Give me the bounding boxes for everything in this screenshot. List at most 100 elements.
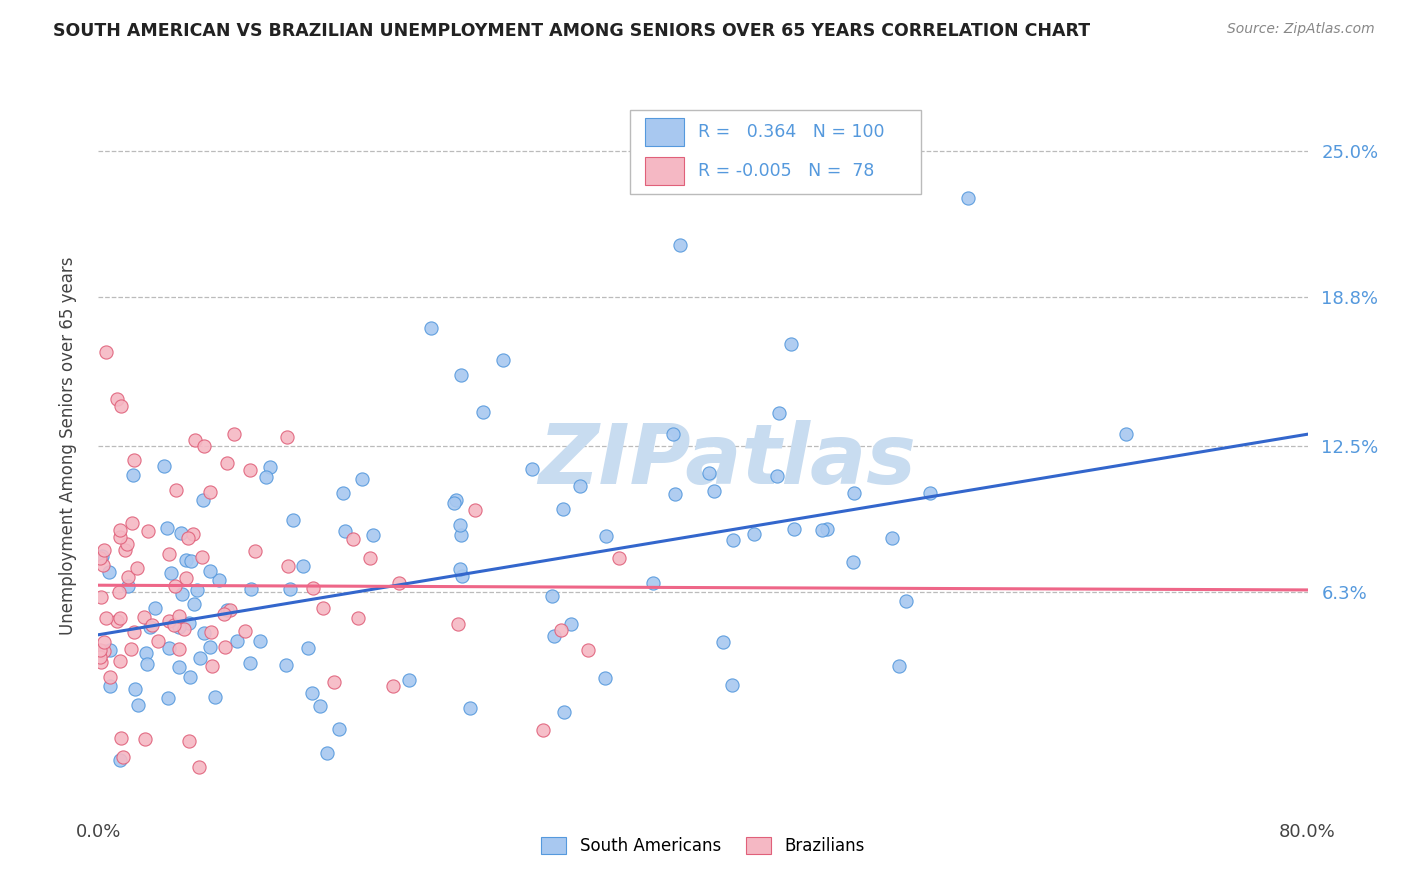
Point [91,558,114,573]
Point [124,453,146,467]
Point [93,644,115,658]
Point [167,641,190,656]
Point [96,611,118,625]
Point [167,620,190,634]
Point [780,336,803,351]
Point [90,656,112,670]
Point [703,483,725,498]
Point [243,544,266,558]
Point [190,650,212,665]
Point [543,629,565,643]
Point [328,723,350,737]
Legend: South Americans, Brazilians: South Americans, Brazilians [534,830,872,862]
Point [301,686,323,700]
Point [134,732,156,747]
Point [98,670,121,684]
Point [156,521,179,535]
Point [312,601,335,615]
Point [89,649,111,664]
Point [157,615,180,629]
Point [121,516,143,530]
Point [333,524,356,538]
Point [259,459,281,474]
Point [235,624,257,638]
Text: SOUTH AMERICAN VS BRAZILIAN UNEMPLOYMENT AMONG SENIORS OVER 65 YEARS CORRELATION: SOUTH AMERICAN VS BRAZILIAN UNEMPLOYMENT… [53,22,1091,40]
Text: Source: ZipAtlas.com: Source: ZipAtlas.com [1227,22,1375,37]
Point [560,616,582,631]
Point [160,566,183,580]
Point [180,554,202,568]
Point [110,399,132,413]
Point [215,456,238,470]
Point [212,607,235,622]
Point [742,527,765,541]
Point [105,392,128,406]
Point [200,484,222,499]
Text: R =   0.364   N = 100: R = 0.364 N = 100 [699,123,884,141]
Point [882,532,904,546]
Point [332,486,354,500]
Point [184,433,207,447]
Point [105,614,128,628]
Point [721,678,744,692]
Point [450,527,472,541]
Point [447,616,470,631]
Point [308,698,330,713]
Point [956,191,979,205]
Point [174,553,197,567]
Point [551,501,574,516]
Point [224,427,246,442]
Y-axis label: Unemployment Among Seniors over 65 years: Unemployment Among Seniors over 65 years [59,257,77,635]
Text: ZIPatlas: ZIPatlas [538,420,917,501]
Point [97,566,120,580]
Point [93,635,115,649]
Point [165,483,187,498]
Point [153,459,176,474]
Point [127,698,149,713]
Point [193,439,215,453]
Point [398,673,420,687]
Point [120,642,142,657]
Point [381,680,404,694]
Point [135,646,157,660]
Point [148,634,170,648]
Point [553,705,575,719]
Point [1115,427,1137,442]
Point [201,659,224,673]
Point [765,469,787,483]
Point [108,654,131,668]
Point [117,569,139,583]
Point [661,427,683,442]
Point [186,583,208,598]
Point [136,657,159,672]
Point [117,537,139,551]
Point [90,590,112,604]
Point [576,643,599,657]
Point [215,603,238,617]
Point [122,467,145,482]
Point [297,641,319,656]
FancyBboxPatch shape [645,157,683,185]
Point [136,524,159,538]
Point [239,462,262,476]
Point [815,522,838,536]
Point [110,523,132,537]
Point [664,487,686,501]
Point [91,549,114,563]
Point [894,594,917,608]
Point [540,589,562,603]
Point [458,700,481,714]
Point [173,622,195,636]
Point [94,344,117,359]
Point [125,561,148,575]
FancyBboxPatch shape [645,119,683,146]
Point [277,558,299,573]
Point [193,626,215,640]
Point [122,624,145,639]
Point [641,575,664,590]
Point [918,486,941,500]
Point [100,643,122,657]
Point [359,551,381,566]
Point [141,617,163,632]
Point [420,321,443,335]
